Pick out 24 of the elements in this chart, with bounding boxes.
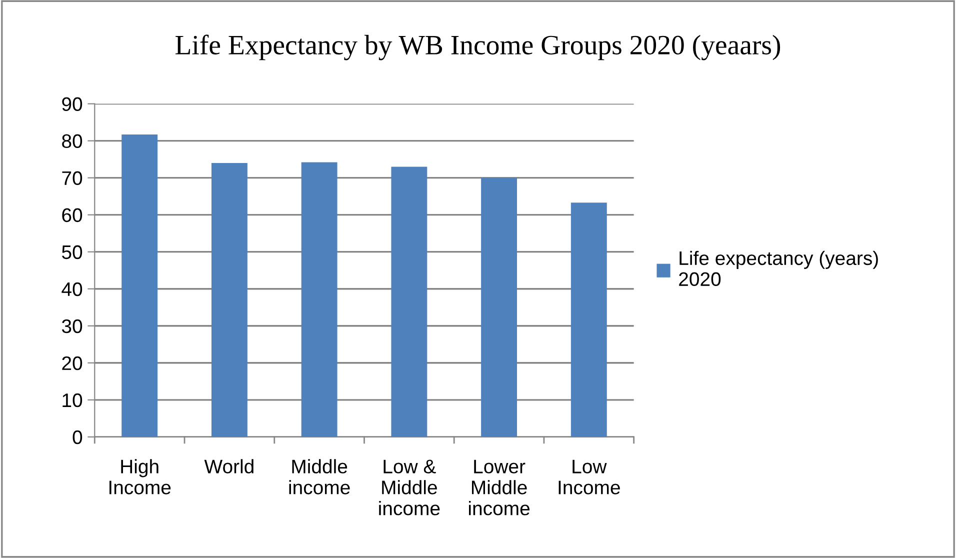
bar: [211, 163, 248, 437]
bar: [391, 166, 428, 437]
x-tick-label: Lower Middle income: [468, 460, 530, 516]
y-tick-label: 70: [62, 171, 82, 186]
x-tick-label: High Income: [109, 459, 171, 494]
bar: [301, 162, 338, 437]
y-tick-label: 10: [62, 393, 82, 408]
chart-title: Life Expectancy by WB Income Groups 2020 (yeaars): [176, 34, 780, 60]
y-tick-label: 30: [62, 319, 82, 334]
x-tick-label: Middle income: [289, 459, 350, 494]
x-tick-label: Low & Middle income: [379, 460, 440, 516]
y-tick-label: 90: [62, 97, 82, 112]
y-tick-label: 80: [62, 134, 82, 148]
x-tick-label: Low Income: [558, 460, 620, 494]
bar: [122, 134, 158, 437]
x-tick-label: World: [204, 459, 254, 474]
y-tick-label: 20: [62, 356, 82, 370]
y-tick-label: 0: [72, 430, 82, 444]
y-tick-label: 50: [62, 245, 82, 260]
legend-label: Life expectancy (years) 2020: [679, 250, 878, 286]
y-tick-label: 40: [62, 282, 82, 296]
bar: [570, 202, 607, 437]
bar: [481, 178, 518, 437]
y-tick-label: 60: [62, 208, 82, 222]
